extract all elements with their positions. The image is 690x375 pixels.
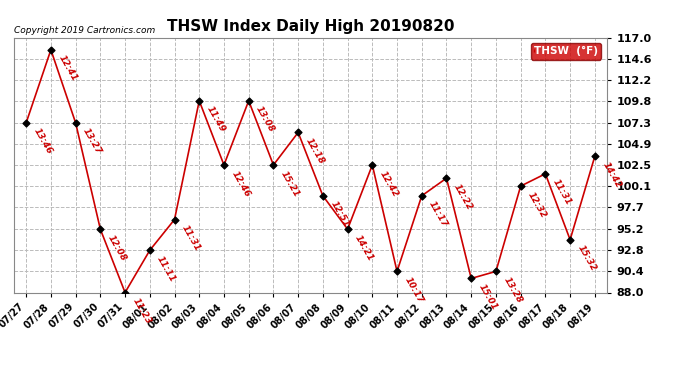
Point [367, 162, 378, 168]
Text: 11:31: 11:31 [551, 178, 573, 207]
Point [491, 268, 502, 274]
Point [194, 98, 205, 104]
Title: THSW Index Daily High 20190820: THSW Index Daily High 20190820 [167, 18, 454, 33]
Text: 11:23: 11:23 [130, 297, 152, 326]
Text: 12:41: 12:41 [57, 54, 79, 83]
Text: 12:32: 12:32 [526, 190, 549, 219]
Point [144, 247, 155, 253]
Point [342, 226, 353, 232]
Point [219, 162, 230, 168]
Point [540, 171, 551, 177]
Text: 13:08: 13:08 [254, 105, 277, 134]
Text: 12:46: 12:46 [230, 169, 252, 198]
Point [70, 120, 81, 126]
Point [317, 193, 328, 199]
Point [293, 129, 304, 135]
Text: 13:27: 13:27 [81, 127, 104, 156]
Point [169, 216, 180, 222]
Point [46, 47, 57, 53]
Text: 12:22: 12:22 [452, 182, 474, 212]
Text: 10:17: 10:17 [402, 276, 425, 305]
Text: 15:01: 15:01 [477, 283, 499, 312]
Text: 13:46: 13:46 [32, 127, 54, 156]
Text: 15:32: 15:32 [575, 244, 598, 273]
Text: 14:42: 14:42 [600, 160, 622, 190]
Text: Copyright 2019 Cartronics.com: Copyright 2019 Cartronics.com [14, 26, 155, 35]
Text: 12:18: 12:18 [304, 136, 326, 166]
Point [119, 290, 130, 296]
Text: 12:08: 12:08 [106, 233, 128, 262]
Point [416, 193, 427, 199]
Point [268, 162, 279, 168]
Text: 11:49: 11:49 [205, 105, 227, 134]
Text: 15:21: 15:21 [279, 169, 301, 198]
Point [95, 226, 106, 232]
Point [21, 120, 32, 126]
Point [391, 268, 402, 274]
Text: 12:51: 12:51 [328, 200, 351, 229]
Text: 11:31: 11:31 [180, 224, 202, 253]
Text: 12:42: 12:42 [378, 169, 400, 198]
Text: 11:17: 11:17 [427, 200, 449, 229]
Text: 11:11: 11:11 [155, 255, 177, 284]
Text: 13:28: 13:28 [502, 276, 524, 305]
Point [564, 237, 575, 243]
Point [515, 183, 526, 189]
Point [466, 275, 477, 281]
Text: 14:21: 14:21 [353, 233, 375, 262]
Legend: THSW  (°F): THSW (°F) [531, 43, 601, 60]
Point [589, 153, 600, 159]
Point [441, 175, 452, 181]
Point [243, 98, 254, 104]
